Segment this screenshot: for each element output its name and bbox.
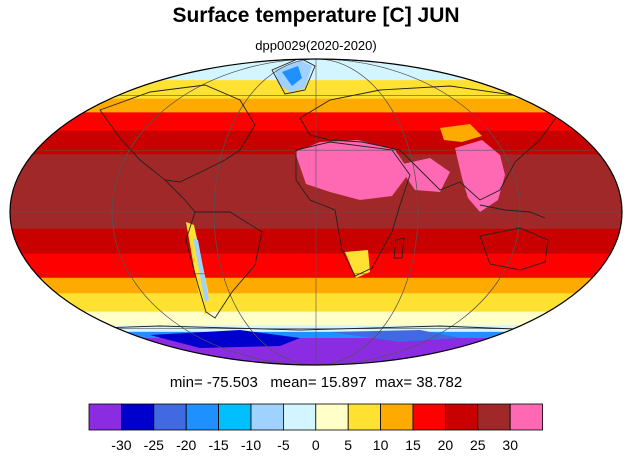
south-africa-cool	[345, 250, 370, 278]
colorbar-tick-label: 0	[312, 437, 320, 453]
coast-antarctica	[39, 325, 591, 333]
colorbar-box	[315, 403, 349, 431]
colorbar-box	[412, 403, 446, 431]
coast-south-america	[185, 211, 263, 319]
greenland-core	[282, 66, 302, 86]
colorbar-box	[218, 403, 252, 431]
colorbar-box	[444, 403, 479, 431]
colorbar-box	[477, 403, 511, 431]
antarctica-cold	[150, 330, 300, 348]
colorbar-box	[250, 403, 284, 431]
page-subtitle: dpp0029(2020-2020)	[255, 38, 377, 53]
map-fill	[10, 59, 622, 365]
colorbar-box	[509, 403, 544, 431]
meridian-line	[111, 59, 521, 365]
andes-cold	[193, 238, 209, 302]
coast-central-america	[164, 179, 196, 213]
coast-greenland	[271, 59, 316, 95]
colorbar-box	[380, 403, 414, 431]
colorbar-tick-label: -5	[277, 437, 290, 453]
mean-value: 15.897	[320, 374, 367, 391]
colorbar-tick-label: 25	[470, 437, 486, 453]
colorbar-tick-label: 20	[438, 437, 454, 453]
colorbar-box	[153, 403, 187, 431]
page-title: Surface temperature [C] JUN	[172, 4, 460, 27]
colorbar-box	[347, 403, 382, 431]
max-label: max=	[375, 374, 413, 391]
stats-line: min= -75.503 mean= 15.897 max= 38.782	[0, 374, 632, 391]
coast-indonesia	[479, 204, 546, 219]
map-border	[9, 58, 623, 366]
colorbar-box	[88, 403, 122, 431]
coastlines	[39, 59, 591, 333]
coast-madagascar	[393, 237, 405, 259]
arabia-hotspot	[398, 158, 450, 192]
min-label: min=	[169, 374, 203, 391]
coast-eurasia	[299, 85, 561, 201]
max-value: 38.782	[416, 374, 463, 391]
colorbar-box	[282, 403, 317, 431]
colorbar-tick-label: -20	[176, 437, 196, 453]
colorbar-tick-label: 5	[344, 437, 352, 453]
colorbar-tick-label: -25	[144, 437, 164, 453]
min-value: -75.503	[206, 374, 258, 391]
colorbar-boxes	[88, 403, 544, 431]
colorbar-tick-label: 30	[502, 437, 518, 453]
colorbar-tick-label: -15	[208, 437, 228, 453]
mean-label: mean=	[270, 374, 317, 391]
colorbar-tick-label: -10	[241, 437, 261, 453]
colorbar-tick-label: -30	[111, 437, 131, 453]
colorbar-box	[185, 403, 219, 431]
coast-north-america	[99, 84, 256, 183]
antarctica-cold-2	[330, 330, 460, 342]
colorbar-ticks: -30 -25 -20 -15 -10 -5 0 5 10 15 20 25 30	[111, 437, 518, 453]
colorbar-box	[121, 403, 155, 431]
colorbar-tick-label: 10	[373, 437, 389, 453]
sahara-hotspot	[295, 140, 410, 200]
graticule	[10, 59, 622, 365]
coast-australia	[479, 227, 549, 271]
tibet-cool	[440, 124, 482, 142]
colorbar-tick-label: 15	[405, 437, 421, 453]
coast-africa	[295, 141, 411, 277]
